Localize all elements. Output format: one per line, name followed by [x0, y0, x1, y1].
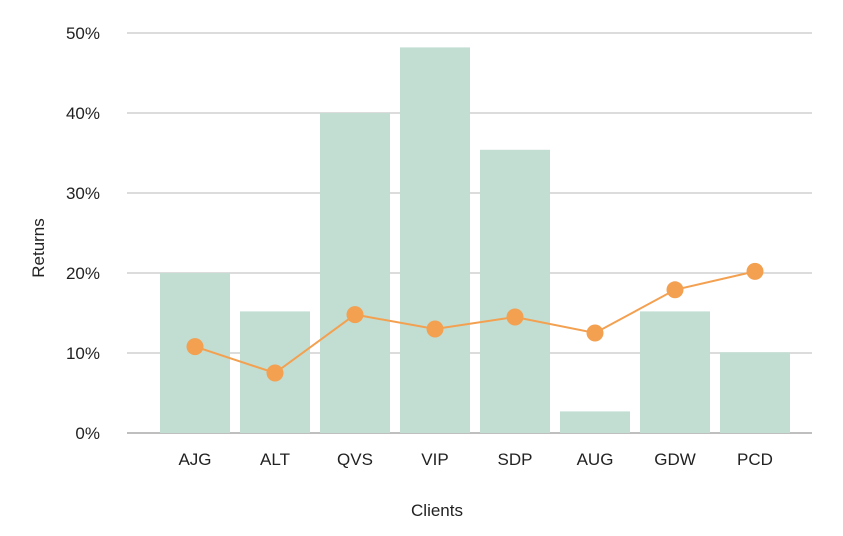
- bar: [400, 47, 470, 434]
- line-point: [186, 338, 204, 356]
- y-tick-label: 30%: [66, 184, 100, 203]
- bar: [720, 352, 790, 433]
- x-tick-label: PCD: [737, 450, 773, 469]
- y-tick-labels: 0% 10% 20% 30% 40% 50%: [66, 24, 100, 443]
- y-tick-label: 20%: [66, 264, 100, 283]
- x-tick-label: AJG: [178, 450, 211, 469]
- bar: [480, 149, 550, 434]
- x-tick-label: SDP: [498, 450, 533, 469]
- x-tick-label: QVS: [337, 450, 373, 469]
- x-tick-labels: AJG ALT QVS VIP SDP AUG GDW PCD: [178, 450, 772, 469]
- x-tick-label: AUG: [577, 450, 614, 469]
- y-tick-label: 40%: [66, 104, 100, 123]
- line-point: [346, 306, 364, 324]
- line-path: [194, 270, 756, 375]
- y-tick-label: 50%: [66, 24, 100, 43]
- line-series: [186, 262, 764, 382]
- x-tick-label: GDW: [654, 450, 696, 469]
- bar: [560, 411, 630, 433]
- bar: [320, 113, 390, 433]
- x-axis-title: Clients: [411, 501, 463, 520]
- line-point: [506, 308, 524, 326]
- y-axis-title: Returns: [29, 218, 48, 278]
- bar: [640, 311, 710, 433]
- line-point: [426, 320, 444, 338]
- x-tick-label: ALT: [260, 450, 290, 469]
- line-point: [266, 364, 284, 382]
- y-tick-label: 0%: [75, 424, 100, 443]
- line-point: [746, 262, 764, 280]
- bar-series: [160, 47, 790, 434]
- y-tick-label: 10%: [66, 344, 100, 363]
- x-tick-label: VIP: [421, 450, 448, 469]
- line-point: [666, 281, 684, 299]
- line-point: [586, 324, 604, 342]
